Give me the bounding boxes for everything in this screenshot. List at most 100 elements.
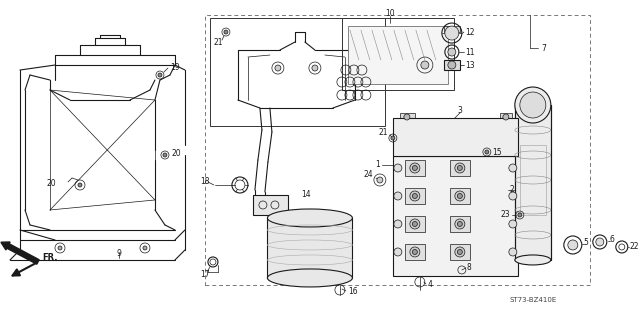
Bar [267, 218, 352, 278]
Circle shape [410, 163, 420, 173]
Bar [450, 216, 470, 232]
Bar [500, 113, 512, 121]
Circle shape [224, 30, 228, 34]
Bar [393, 118, 518, 156]
Circle shape [58, 246, 62, 250]
Text: 19: 19 [170, 63, 180, 72]
Text: 15: 15 [492, 147, 502, 156]
Circle shape [509, 248, 517, 256]
Circle shape [458, 221, 462, 226]
Bar [450, 160, 470, 176]
Circle shape [421, 61, 429, 69]
Circle shape [518, 213, 522, 217]
Circle shape [391, 136, 395, 140]
Circle shape [312, 65, 318, 71]
Circle shape [394, 248, 402, 256]
Circle shape [448, 48, 456, 56]
Text: 17: 17 [200, 271, 210, 280]
Circle shape [410, 219, 420, 229]
Circle shape [158, 73, 162, 77]
Bar [405, 244, 425, 260]
Text: 20: 20 [172, 148, 182, 157]
Circle shape [445, 26, 459, 40]
Circle shape [412, 165, 417, 170]
Circle shape [455, 163, 465, 173]
Bar [205, 15, 590, 285]
Circle shape [78, 183, 82, 187]
Text: FR.: FR. [42, 253, 58, 262]
Text: 3: 3 [458, 105, 462, 114]
Circle shape [520, 92, 546, 118]
Text: 16: 16 [348, 287, 358, 296]
Circle shape [503, 114, 509, 120]
Circle shape [455, 191, 465, 201]
Text: 7: 7 [541, 44, 546, 53]
Circle shape [509, 192, 517, 200]
Bar [450, 244, 470, 260]
Text: ST73-BZ410E: ST73-BZ410E [510, 297, 557, 303]
Circle shape [596, 238, 604, 246]
Circle shape [410, 191, 420, 201]
Circle shape [404, 114, 410, 120]
Text: 13: 13 [465, 61, 474, 70]
Circle shape [394, 164, 402, 172]
Text: 18: 18 [200, 178, 210, 187]
Circle shape [394, 220, 402, 228]
Text: 10: 10 [385, 8, 395, 17]
Text: 12: 12 [465, 28, 474, 36]
Circle shape [458, 165, 462, 170]
Bar [515, 105, 551, 260]
Bar [253, 195, 288, 215]
Text: 14: 14 [301, 191, 310, 199]
Circle shape [143, 246, 147, 250]
Circle shape [568, 240, 578, 250]
Circle shape [458, 249, 462, 254]
Text: 8: 8 [467, 263, 472, 272]
Text: 24: 24 [364, 170, 373, 179]
Text: 1: 1 [375, 160, 380, 169]
Circle shape [275, 65, 281, 71]
Bar [348, 26, 448, 84]
Text: 2: 2 [510, 185, 515, 194]
Circle shape [455, 247, 465, 257]
Circle shape [163, 153, 167, 157]
Text: 6: 6 [610, 235, 614, 244]
FancyArrow shape [1, 242, 39, 264]
Text: 22: 22 [630, 243, 639, 252]
Bar [393, 156, 518, 276]
Ellipse shape [268, 209, 353, 227]
Text: 23: 23 [500, 211, 510, 220]
Text: 5: 5 [584, 239, 589, 248]
Bar [405, 160, 425, 176]
Circle shape [410, 247, 420, 257]
Circle shape [458, 193, 462, 198]
Text: 9: 9 [116, 249, 122, 258]
Circle shape [509, 220, 517, 228]
Circle shape [394, 192, 402, 200]
Bar [450, 188, 470, 204]
Bar [444, 60, 460, 70]
Bar [342, 18, 454, 90]
Circle shape [412, 221, 417, 226]
Text: 21: 21 [213, 38, 223, 47]
Bar [405, 216, 425, 232]
Bar [210, 18, 385, 126]
Circle shape [412, 193, 417, 198]
Bar [400, 113, 415, 121]
Text: 21: 21 [378, 128, 388, 137]
Circle shape [377, 177, 383, 183]
Bar [520, 145, 546, 215]
Circle shape [448, 61, 456, 69]
Bar [444, 26, 460, 32]
Text: 11: 11 [465, 48, 474, 57]
Text: 20: 20 [46, 179, 56, 188]
Ellipse shape [515, 255, 551, 265]
Ellipse shape [268, 269, 353, 287]
Text: 4: 4 [428, 281, 433, 290]
Circle shape [412, 249, 417, 254]
Bar [405, 188, 425, 204]
Circle shape [509, 164, 517, 172]
Circle shape [515, 87, 551, 123]
Circle shape [455, 219, 465, 229]
Circle shape [485, 150, 489, 154]
